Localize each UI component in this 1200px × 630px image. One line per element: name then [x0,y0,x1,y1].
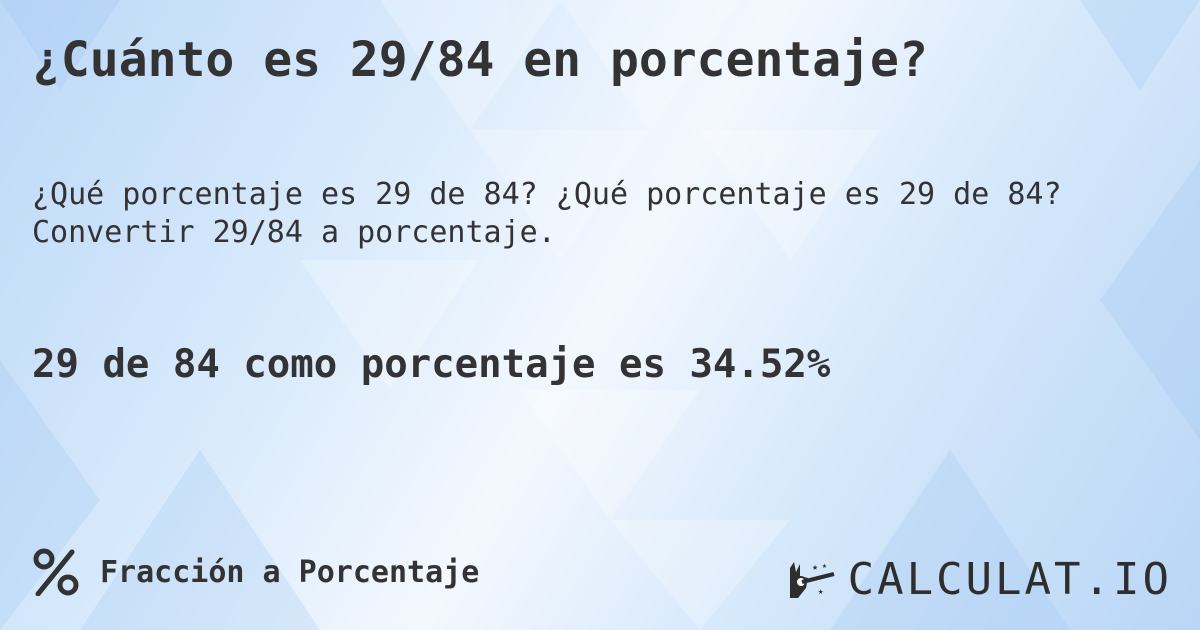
page-title: ¿Cuánto es 29/84 en porcentaje? [32,32,928,88]
svg-text:★: ★ [812,562,818,573]
magic-hand-wand-icon: ★ ★ ★ [789,561,835,598]
result-text: 29 de 84 como porcentaje es 34.52% [32,342,831,387]
category-label: Fracción a Porcentaje [100,554,480,590]
svg-text:★: ★ [818,587,824,597]
description: ¿Qué porcentaje es 29 de 84? ¿Qué porcen… [32,177,1062,250]
svg-text:★: ★ [822,561,827,570]
category-link[interactable]: Fracción a Porcentaje [32,548,479,596]
calculat-io-logo[interactable]: ★ ★ ★ CALCULAT.IO [786,554,1172,605]
percent-icon [33,548,79,596]
logo-text: CALCULAT.IO [847,554,1172,605]
